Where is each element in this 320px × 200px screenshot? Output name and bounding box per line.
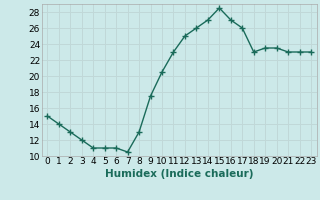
X-axis label: Humidex (Indice chaleur): Humidex (Indice chaleur) [105, 169, 253, 179]
